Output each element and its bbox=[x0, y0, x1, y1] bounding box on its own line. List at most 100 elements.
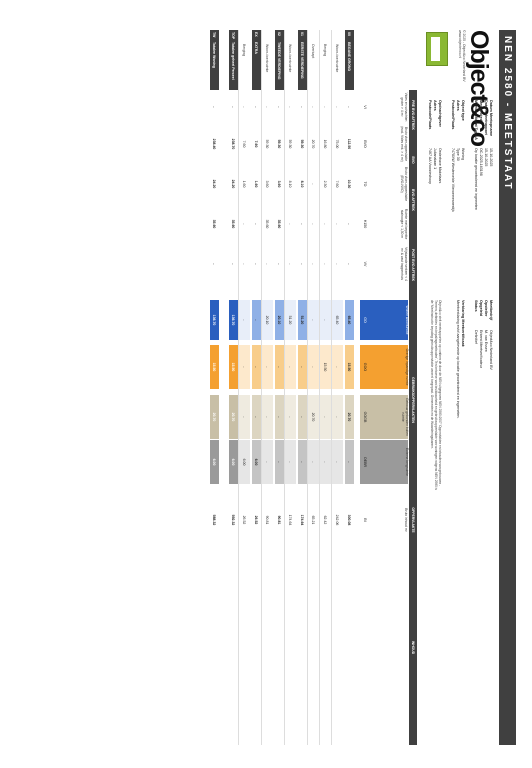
object-value: 7478XW Westervelde Vlieroemerwestijk bbox=[451, 148, 455, 212]
table-row: Berging - 7.60 1.60 - - - - - 6.00 26.52 bbox=[238, 30, 250, 745]
row-name: BEGANE GROND bbox=[347, 42, 352, 71]
object-value: Type 30 bbox=[456, 148, 460, 161]
row-name: Woon-/werkruimte bbox=[265, 44, 270, 73]
cell-goo: - bbox=[265, 366, 270, 368]
cell-gogb: - bbox=[300, 416, 305, 418]
client-row: Postcode/Plaats 7467 AA Voorzieshoop bbox=[427, 100, 432, 184]
table-row: Overkapt - 20.70 - - - - - 20.70 - 65.21 bbox=[307, 30, 319, 745]
client-value: 7467 AA Voorzieshoop bbox=[428, 148, 432, 185]
cell-to: 3.60 bbox=[277, 180, 282, 188]
row-code: 02 bbox=[277, 32, 282, 36]
group-inhoud: INHOUD bbox=[409, 550, 417, 745]
column-header-oebr: Externe bergruimte bbox=[360, 440, 409, 484]
cell-bvo: 75.00 bbox=[335, 139, 340, 149]
cell-bvo: 20.70 bbox=[311, 139, 316, 149]
object-row: Object type Woning bbox=[460, 100, 465, 212]
cell-goo: - bbox=[300, 366, 305, 368]
cell-vv: - bbox=[323, 263, 328, 265]
meta-right-value: Erkend Meetverificateur bbox=[479, 330, 483, 368]
cell-oebr: 6.00 bbox=[231, 458, 236, 466]
column-header-go: Wonen woonfunctie bbox=[360, 300, 409, 340]
client-info: Opdrachtgever Onderhave Makelaars Adres Jul… bbox=[427, 100, 442, 184]
row-label-bg bbox=[252, 30, 261, 90]
cell-bvo: 112.50 bbox=[347, 138, 352, 150]
cell-vv: - bbox=[212, 263, 217, 265]
cell-h150: 35.60 bbox=[212, 219, 217, 229]
cell-to: 24.20 bbox=[231, 179, 236, 189]
title-bar: NEN 2580 - MEETSTAAT bbox=[499, 30, 516, 745]
meta-left-value: Op locatie gecontroleerd en ingemeten bbox=[474, 148, 478, 210]
section-row: 01 EERSTE VERDIEPING - 59.30 8.10 - - 51.20 - - - 1… bbox=[298, 30, 307, 745]
cell-vi: - bbox=[212, 106, 217, 108]
meta-left-label: Datum Meetrapport bbox=[484, 100, 488, 135]
column-code-goo: GOO bbox=[363, 362, 367, 372]
total-row: TW Totalen Woning - 238.40 24.20 35.60 - 136.70… bbox=[210, 30, 219, 745]
cell-oebr: - bbox=[311, 461, 316, 463]
certificate-badge-icon bbox=[426, 32, 448, 66]
meta-right-value: Definitief bbox=[474, 330, 478, 344]
column-code-vv: VV bbox=[363, 261, 367, 267]
cell-goo: 15.50 bbox=[347, 362, 352, 372]
cell-oebr: - bbox=[300, 461, 305, 463]
cell-vv: - bbox=[254, 263, 259, 265]
meta-right-value: Object&co Nederland BV bbox=[489, 330, 493, 370]
group-pre-bvo: PRE BVO AFTREK bbox=[409, 90, 417, 140]
cell-oebr: - bbox=[335, 461, 340, 463]
cell-gogb: - bbox=[288, 416, 293, 418]
meta-left-value: 15-10-2025 bbox=[484, 148, 488, 167]
cell-gogb: 20.70 bbox=[212, 412, 217, 422]
meta-left-value: OC-2025-163198 bbox=[479, 148, 483, 176]
group-post-bvo: POST BVO AFTREK bbox=[409, 220, 417, 310]
column-code-oebr: OEBR bbox=[363, 456, 367, 468]
cell-to: - bbox=[311, 183, 316, 185]
group-gebruiksoppervlakten: GEBRUIKSOPPERVLAKTEN bbox=[409, 310, 417, 490]
cell-bvo: 59.30 bbox=[265, 139, 270, 149]
verklaring-title: Verklaring Meetcertificaat: bbox=[461, 300, 465, 348]
cell-gogb: 20.70 bbox=[347, 412, 352, 422]
verklaring-text: Meetverklaring en/of aangeleverde op loc… bbox=[456, 300, 460, 419]
cell-gogb: - bbox=[265, 416, 270, 418]
cell-to: 24.20 bbox=[212, 179, 217, 189]
column-header-vi: Vides en schachten groter > 4 m² bbox=[400, 92, 408, 122]
meta-left-row: Datum Meetopname 15-10-2025 bbox=[488, 100, 493, 210]
cell-vv: - bbox=[265, 263, 270, 265]
cell-goo: - bbox=[254, 366, 259, 368]
group-oppervlakte: OPPERVLAKTE bbox=[409, 490, 417, 550]
cell-h150: - bbox=[311, 223, 316, 225]
object-label: Object type bbox=[461, 100, 465, 121]
object-label: Postcode/Plaats bbox=[451, 100, 455, 130]
cell-vi: - bbox=[335, 106, 340, 108]
cell-bvo: 238.40 bbox=[212, 138, 217, 150]
cell-bvo: 16.80 bbox=[323, 139, 328, 149]
row-name: Totalen geheel Perceel bbox=[231, 42, 236, 80]
client-row: Opdrachtgever Onderhave Makelaars bbox=[437, 100, 442, 184]
meta-right-row: Opsteller M. van Essen bbox=[483, 300, 488, 370]
cell-vv: - bbox=[311, 263, 316, 265]
cell-vv: - bbox=[300, 263, 305, 265]
cell-h150: - bbox=[254, 223, 259, 225]
copyright: © 2025 - Object&co Nederland BV www.objec… bbox=[458, 30, 466, 82]
cell-bi: 90.81 bbox=[277, 515, 282, 525]
cell-vv: - bbox=[277, 263, 282, 265]
row-name: TWEEDE VERDIEPING bbox=[277, 42, 282, 80]
meta-left: Datum Meetopname15-10-2025 Datum Meetrapp… bbox=[473, 100, 493, 210]
group-bvo: BVO bbox=[409, 140, 417, 180]
cell-go: - bbox=[311, 319, 316, 321]
cell-vi: - bbox=[254, 106, 259, 108]
cell-to: 2.30 bbox=[323, 180, 328, 188]
row-name: Woon-/werkruimte bbox=[288, 44, 293, 73]
meta-right-label: Status bbox=[474, 300, 478, 312]
cell-bi: 65.21 bbox=[311, 515, 316, 525]
cell-vi: - bbox=[231, 106, 236, 108]
column-code-vi: VI bbox=[363, 105, 367, 109]
cell-h150: - bbox=[347, 223, 352, 225]
cell-bi: 26.52 bbox=[254, 515, 259, 525]
column-header-goo: Overige inpandige ruimte bbox=[360, 345, 409, 389]
cell-bvo: 59.30 bbox=[277, 139, 282, 149]
row-name: EERSTE VERDIEPING bbox=[300, 42, 305, 79]
object-value: Woning bbox=[461, 148, 465, 161]
cell-h150: - bbox=[323, 223, 328, 225]
row-name: Berging bbox=[242, 44, 247, 57]
meta-left-label: Meetgebied bbox=[479, 100, 483, 121]
row-code: EX bbox=[254, 32, 259, 37]
